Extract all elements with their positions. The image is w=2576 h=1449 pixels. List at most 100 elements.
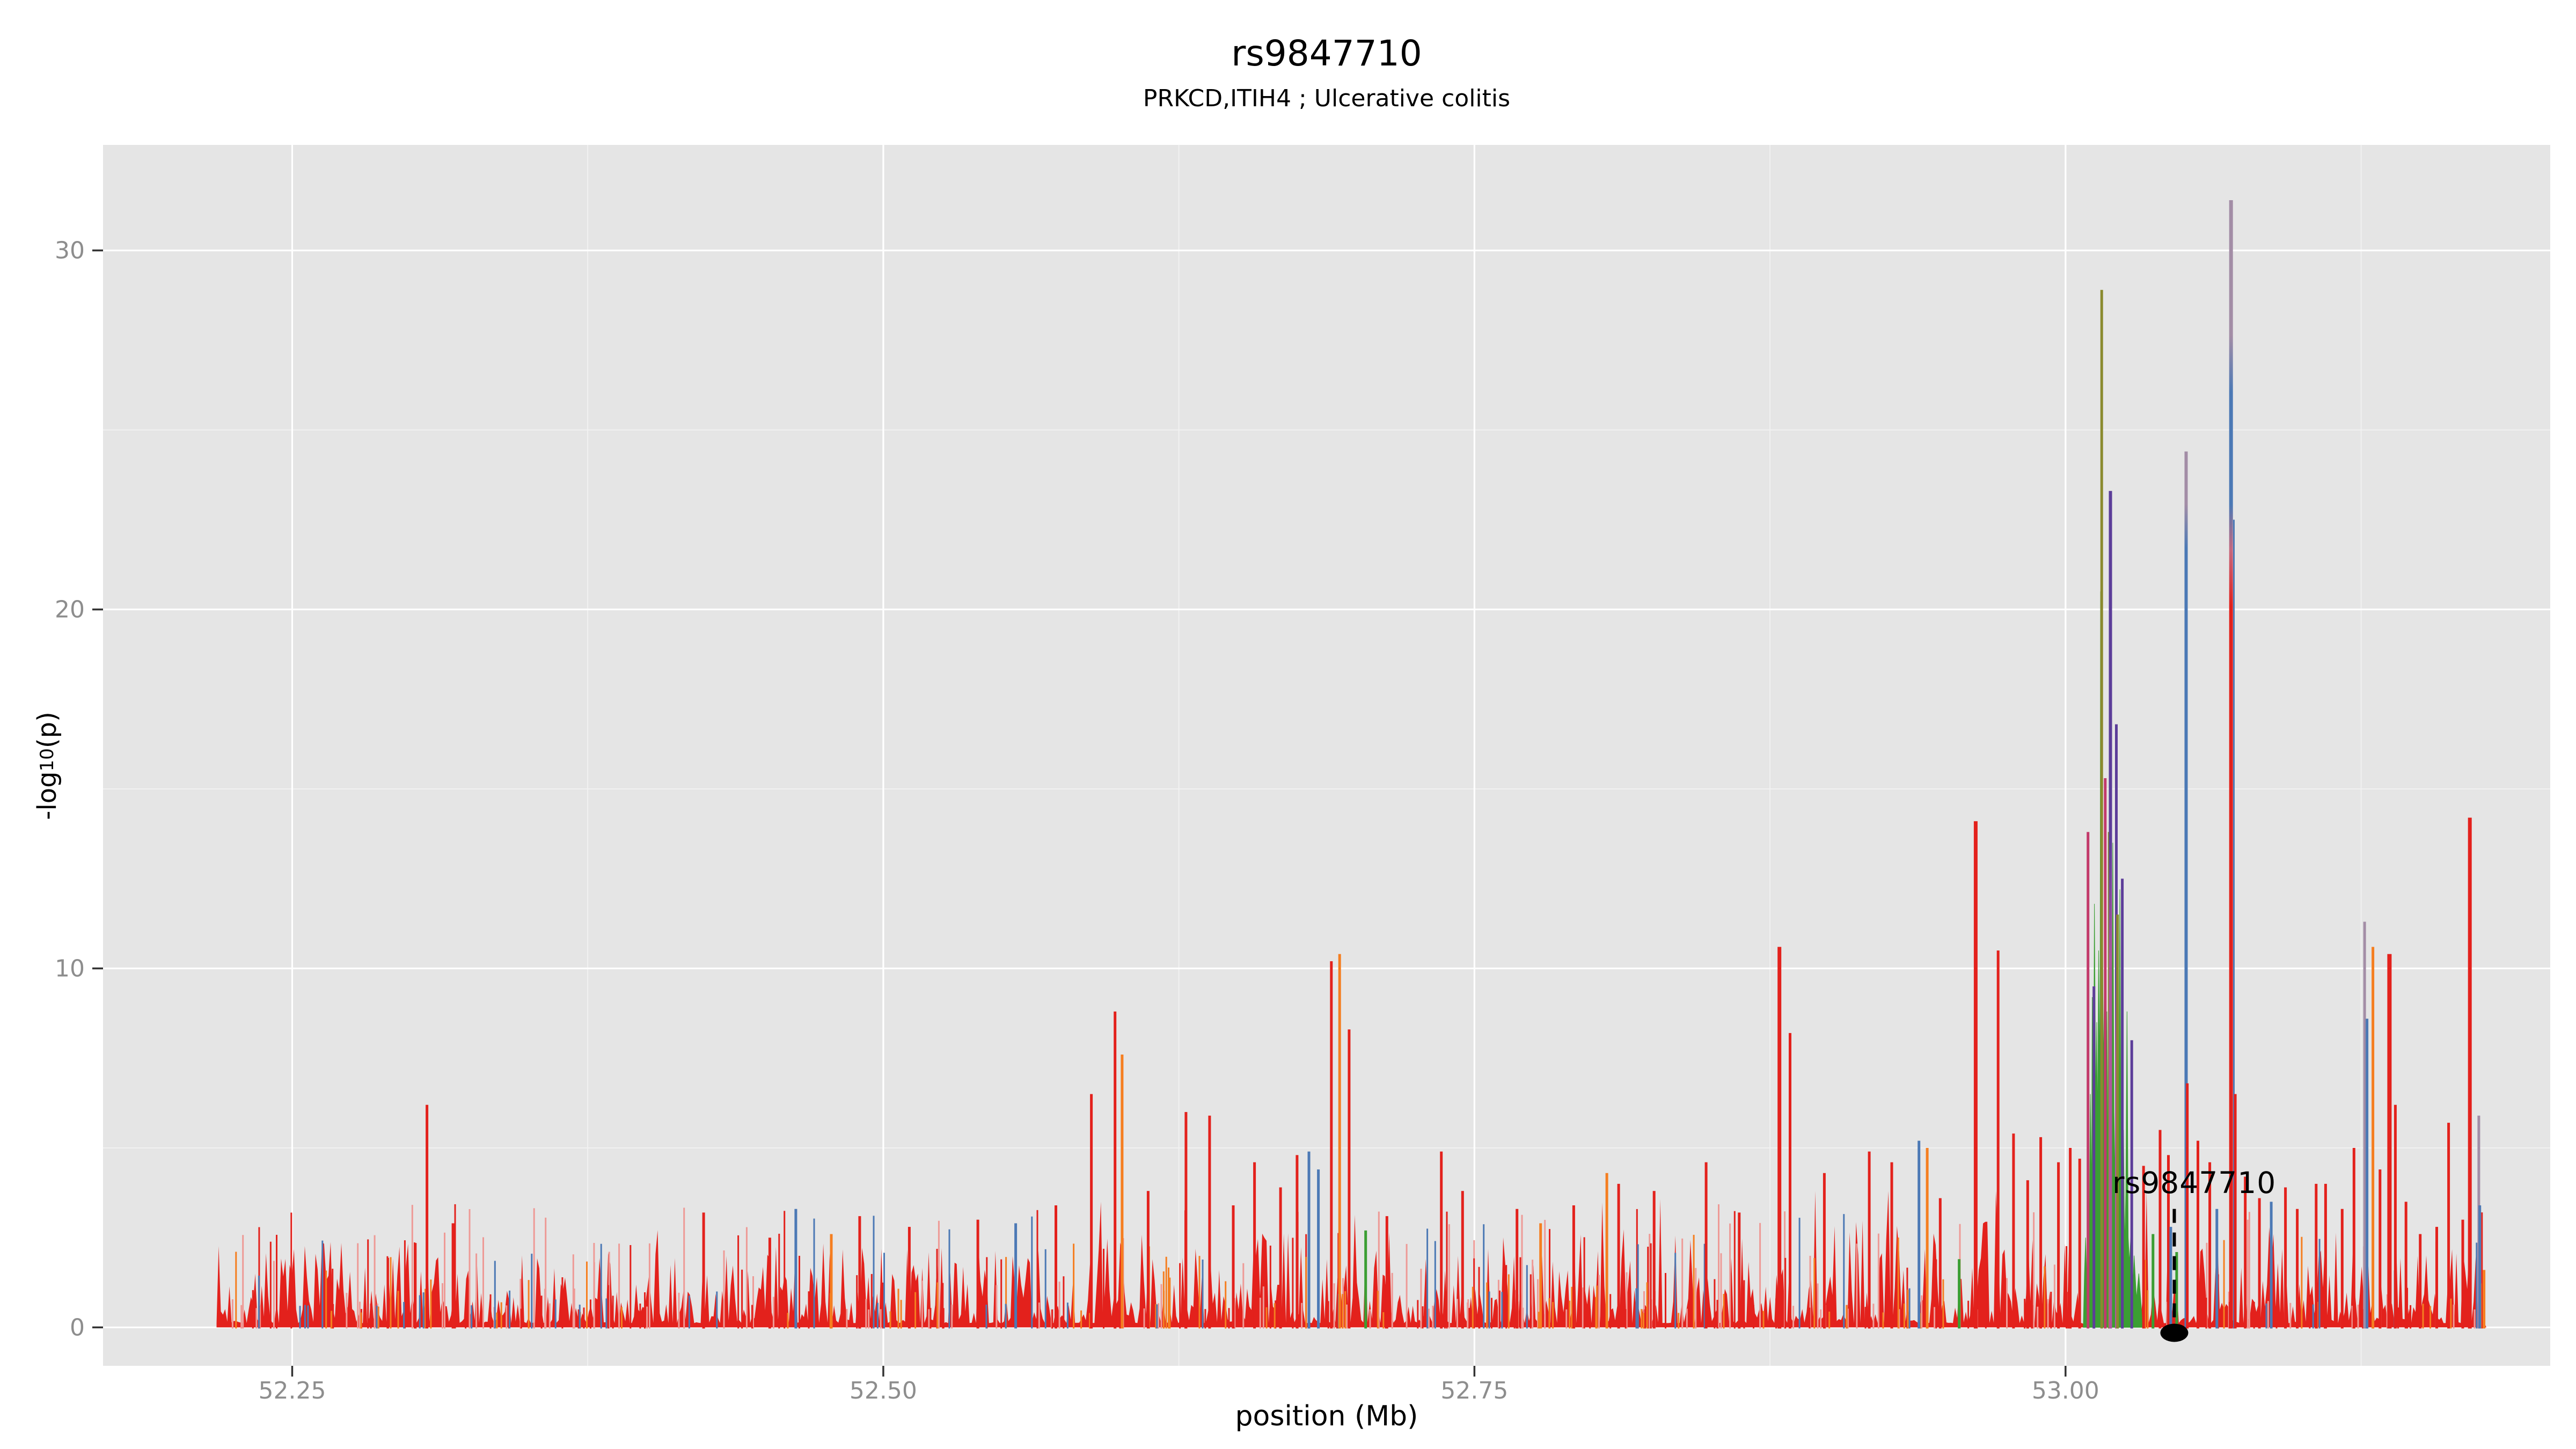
peak-spike	[2215, 1209, 2219, 1329]
peak-spike	[451, 1223, 455, 1329]
peak-spike	[2352, 1148, 2355, 1329]
peak-spike	[702, 1212, 705, 1329]
x-axis-title: position (Mb)	[1235, 1400, 1418, 1432]
y-tick-label: 20	[55, 596, 85, 624]
peak-spike	[2186, 1083, 2189, 1329]
y-tick-label: 10	[55, 955, 85, 983]
peak-spike	[1440, 1151, 1443, 1329]
peak-spike	[1868, 1151, 1871, 1329]
gridlines-minor	[103, 145, 2550, 1366]
peak-spike	[2169, 1227, 2172, 1329]
peak-spike	[2184, 451, 2188, 1329]
peak-spike	[2142, 1166, 2145, 1329]
snp-annotation-label: rs9847710	[2112, 1166, 2277, 1200]
peak-spike	[2234, 1094, 2237, 1329]
peak-spike	[2233, 519, 2235, 1329]
peak-spike	[1938, 1198, 1942, 1329]
peak-spike	[2087, 832, 2090, 1329]
peak-spike	[1617, 1183, 1620, 1329]
peak-spike	[2478, 1205, 2482, 1329]
peak-spike	[1121, 1055, 1124, 1329]
peak-spike	[2121, 879, 2124, 1329]
peak-spike	[1652, 1191, 1656, 1329]
peak-spike	[2012, 1133, 2015, 1329]
peak-spike	[2419, 1234, 2422, 1329]
peak-spike	[1777, 947, 1782, 1329]
peak-spike	[1926, 1148, 1929, 1329]
y-axis-title-suffix: (p)	[32, 712, 62, 749]
peak-spike	[1973, 821, 1978, 1329]
peak-spike	[2208, 1162, 2212, 1329]
peak-spike	[2324, 1183, 2327, 1329]
peak-spike	[1996, 950, 2000, 1329]
plot-title: rs9847710	[1231, 33, 1422, 74]
x-tick-label: 52.75	[1440, 1377, 1508, 1404]
peak-spike	[2387, 954, 2392, 1329]
y-axis-title-subscript: 10	[36, 748, 58, 772]
peak-spike	[2296, 1209, 2299, 1329]
peak-spike	[1146, 1191, 1150, 1329]
peak-spike	[794, 1209, 797, 1329]
noise-spikes-blue	[258, 1214, 2478, 1329]
peak-spike	[1348, 1029, 1351, 1329]
peak-spike	[2372, 947, 2375, 1329]
peak-spike	[2104, 778, 2107, 1329]
axis-tick-marks	[92, 249, 2067, 1377]
peak-spike	[2158, 1130, 2162, 1329]
peak-spike	[1330, 961, 1333, 1329]
peak-spike	[1461, 1191, 1464, 1329]
peak-spike	[1307, 1151, 1311, 1329]
peak-spike	[2379, 1169, 2382, 1329]
peak-spike	[426, 1104, 429, 1329]
peak-spike	[1605, 1173, 1608, 1329]
peak-spike	[2197, 1140, 2199, 1329]
peak-spike	[2366, 1019, 2369, 1329]
peak-spike	[1338, 954, 1341, 1329]
peak-spike	[1738, 1212, 1741, 1329]
peak-spike	[1296, 1155, 1299, 1329]
peak-spike	[2315, 1183, 2318, 1329]
peak-spike	[2229, 200, 2233, 1329]
x-axis-tick-labels: 52.25 52.50 52.75 53.00	[258, 1377, 2099, 1404]
peak-spike	[2109, 491, 2112, 1329]
peak-spike	[1090, 1094, 1093, 1329]
y-axis-title: -log 10 (p)	[30, 658, 64, 873]
peak-spike	[1055, 1205, 1057, 1329]
x-tick-label: 52.25	[258, 1377, 326, 1404]
peak-spike	[1516, 1209, 1519, 1329]
peak-spike	[1279, 1187, 1282, 1329]
y-axis-tick-labels: 0 10 20 30	[55, 237, 85, 1342]
peak-spike	[768, 1238, 771, 1329]
peak-spike	[2461, 1219, 2464, 1329]
peak-spike	[2447, 1123, 2450, 1329]
peak-spike	[2057, 1162, 2060, 1329]
peak-spike	[1364, 1230, 1367, 1329]
peak-spike	[2175, 1252, 2178, 1329]
y-tick-label: 30	[55, 237, 85, 265]
peak-spike	[908, 1227, 911, 1329]
peak-spike	[2435, 1227, 2438, 1329]
peak-spike	[1572, 1205, 1575, 1329]
peak-spike	[2284, 1187, 2287, 1329]
peak-spike	[830, 1234, 833, 1329]
peak-spike	[2167, 1155, 2170, 1329]
peak-spike	[858, 1216, 861, 1329]
peak-spike	[1253, 1162, 1256, 1329]
peak-spike	[2069, 1148, 2072, 1329]
peak-spike	[2270, 1202, 2273, 1329]
peak-spike	[1208, 1115, 1211, 1329]
annotation-point	[2160, 1323, 2189, 1342]
peak-spike	[2039, 1137, 2043, 1329]
peak-spike	[2258, 1198, 2261, 1329]
peak-spike	[2116, 914, 2119, 1329]
x-tick-label: 53.00	[2032, 1377, 2099, 1404]
panel-background	[103, 145, 2550, 1366]
peak-spike	[1232, 1205, 1235, 1329]
peak-spike	[1385, 1216, 1388, 1329]
peak-spike	[1184, 1112, 1188, 1329]
peak-spike	[1918, 1140, 1921, 1329]
peak-spike	[2340, 1209, 2344, 1329]
y-axis-title-text: -log	[32, 771, 62, 820]
peak-spike	[1890, 1162, 1893, 1329]
